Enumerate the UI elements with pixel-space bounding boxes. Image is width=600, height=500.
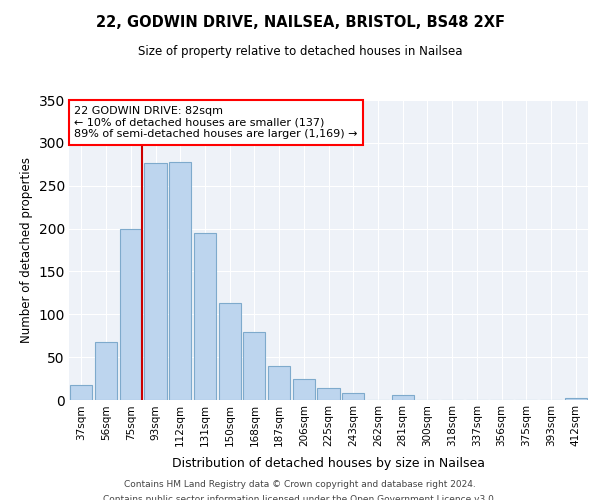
Y-axis label: Number of detached properties: Number of detached properties — [20, 157, 33, 343]
Bar — [342, 393, 364, 400]
Bar — [317, 388, 340, 400]
Bar — [243, 332, 265, 400]
Bar — [293, 378, 315, 400]
Bar — [95, 342, 117, 400]
Text: Size of property relative to detached houses in Nailsea: Size of property relative to detached ho… — [138, 45, 462, 58]
Bar — [119, 228, 142, 400]
Bar — [70, 384, 92, 400]
Text: Contains public sector information licensed under the Open Government Licence v3: Contains public sector information licen… — [103, 495, 497, 500]
Bar — [392, 395, 414, 400]
Bar — [218, 303, 241, 400]
Bar — [194, 233, 216, 400]
Text: 22, GODWIN DRIVE, NAILSEA, BRISTOL, BS48 2XF: 22, GODWIN DRIVE, NAILSEA, BRISTOL, BS48… — [95, 15, 505, 30]
Bar — [565, 398, 587, 400]
Text: 22 GODWIN DRIVE: 82sqm
← 10% of detached houses are smaller (137)
89% of semi-de: 22 GODWIN DRIVE: 82sqm ← 10% of detached… — [74, 106, 358, 139]
Bar — [169, 162, 191, 400]
X-axis label: Distribution of detached houses by size in Nailsea: Distribution of detached houses by size … — [172, 458, 485, 470]
Text: Contains HM Land Registry data © Crown copyright and database right 2024.: Contains HM Land Registry data © Crown c… — [124, 480, 476, 489]
Bar — [145, 162, 167, 400]
Bar — [268, 366, 290, 400]
